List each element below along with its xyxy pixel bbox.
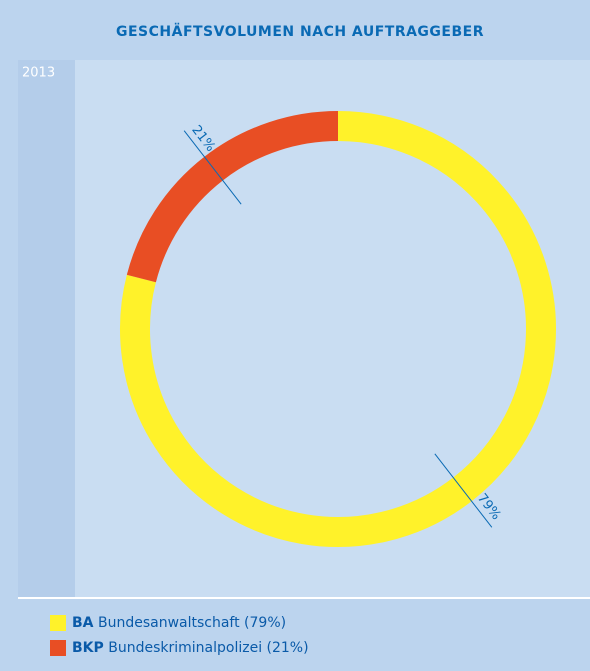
leader-line (434, 453, 493, 528)
legend-swatch (50, 640, 66, 656)
legend-swatch (50, 615, 66, 631)
plot-panel (18, 60, 590, 598)
leader-line (183, 130, 242, 205)
year-label: 2013 (22, 66, 55, 81)
legend-entry: BKP Bundeskriminalpolizei (21%) (72, 640, 309, 656)
chart-title: GESCHÄFTSVOLUMEN NACH AUFTRAGGEBER (116, 23, 484, 40)
legend-description: Bundeskriminalpolizei (21%) (108, 640, 308, 656)
legend-entry: BA Bundesanwaltschaft (79%) (72, 615, 286, 631)
side-strip (18, 60, 75, 598)
legend-description: Bundesanwaltschaft (79%) (98, 615, 286, 631)
legend-code: BKP (72, 640, 104, 656)
legend-code: BA (72, 615, 94, 631)
